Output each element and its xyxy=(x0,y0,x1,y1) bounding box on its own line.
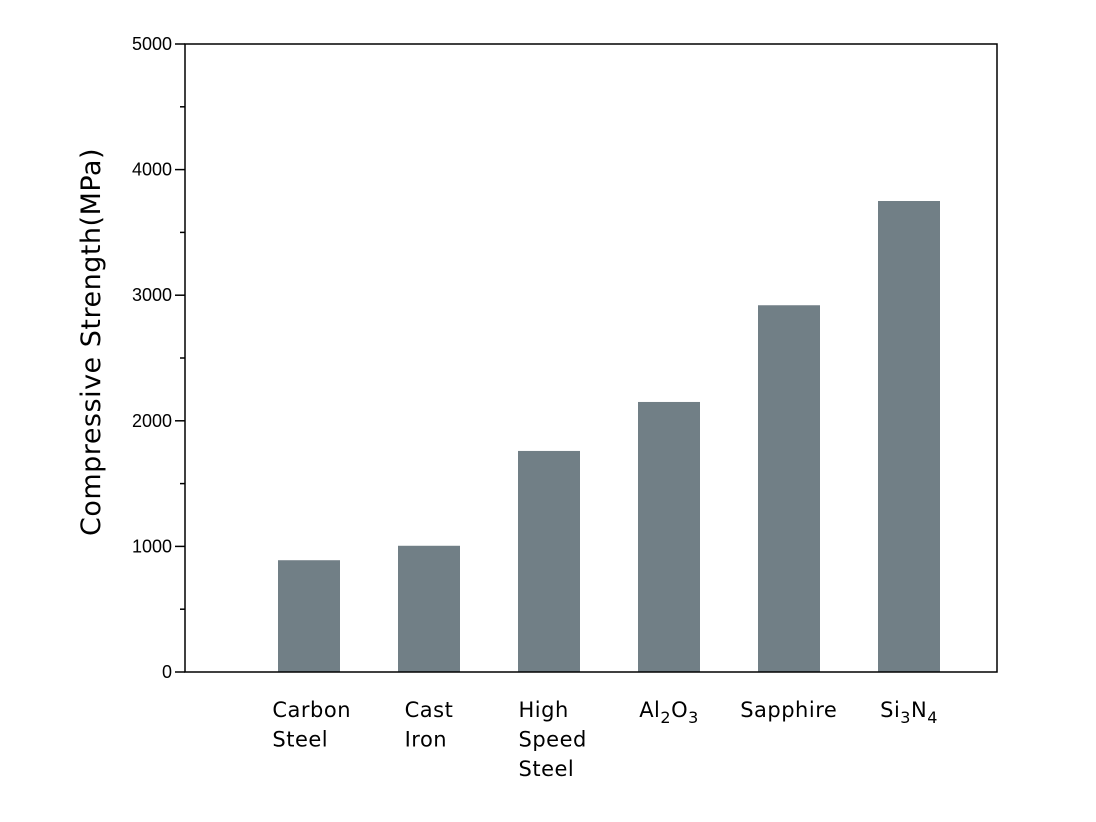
x-tick-label: Si3N4 xyxy=(880,698,938,727)
bar-2 xyxy=(398,545,460,672)
x-tick-label: Cast Iron xyxy=(405,698,454,752)
x-tick-label: Sapphire xyxy=(740,698,837,722)
x-tick-label: Al2O3 xyxy=(639,698,699,727)
bar-6 xyxy=(878,201,940,672)
bar-5 xyxy=(758,305,820,672)
bars-layer xyxy=(278,201,940,672)
x-tick-label: Carbon Steel xyxy=(272,698,351,752)
y-tick-label: 4000 xyxy=(132,160,172,180)
y-tick-label: 0 xyxy=(162,662,172,682)
y-axis: 0 1000 2000 3000 4000 5000 xyxy=(132,34,185,682)
y-tick-label: 3000 xyxy=(132,285,172,305)
y-tick-label: 2000 xyxy=(132,411,172,431)
bar-3 xyxy=(518,450,580,672)
y-axis-label: Compressive Strength(MPa) xyxy=(76,148,107,536)
y-tick-label: 5000 xyxy=(132,34,172,54)
y-tick-label: 1000 xyxy=(132,536,172,556)
x-axis-labels: Carbon Steel Cast Iron High Speed Steel Al2O3 Sa… xyxy=(272,698,937,781)
x-tick-label: High Speed Steel xyxy=(519,698,587,781)
bar-4 xyxy=(638,401,700,672)
bar-1 xyxy=(278,560,340,672)
